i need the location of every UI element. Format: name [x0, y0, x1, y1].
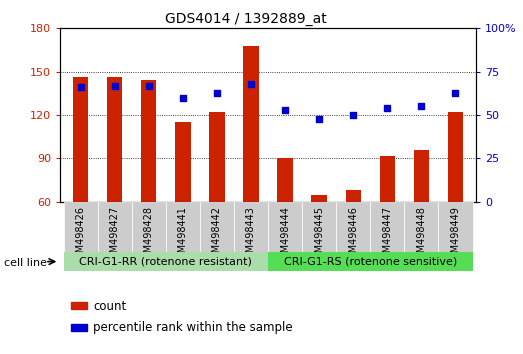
- Text: GDS4014 / 1392889_at: GDS4014 / 1392889_at: [165, 12, 327, 27]
- Point: [76, 85, 85, 90]
- Bar: [243, 46, 259, 202]
- Text: GSM498441: GSM498441: [178, 206, 188, 265]
- Bar: [73, 78, 88, 202]
- Bar: [268, 202, 302, 253]
- Bar: [438, 202, 472, 253]
- Point: [281, 107, 289, 113]
- Text: CRI-G1-RS (rotenone sensitive): CRI-G1-RS (rotenone sensitive): [283, 257, 457, 267]
- Bar: [414, 150, 429, 202]
- Text: GSM498449: GSM498449: [450, 206, 460, 265]
- Bar: [71, 324, 87, 331]
- Bar: [302, 202, 336, 253]
- Point: [417, 103, 426, 109]
- Bar: [346, 190, 361, 202]
- Bar: [64, 202, 98, 253]
- Bar: [277, 159, 293, 202]
- Text: GSM498444: GSM498444: [280, 206, 290, 265]
- Point: [213, 90, 221, 95]
- Bar: [64, 252, 268, 271]
- Text: CRI-G1-RR (rotenone resistant): CRI-G1-RR (rotenone resistant): [79, 257, 252, 267]
- Bar: [336, 202, 370, 253]
- Bar: [380, 155, 395, 202]
- Text: GSM498426: GSM498426: [76, 206, 86, 265]
- Bar: [107, 78, 122, 202]
- Bar: [200, 202, 234, 253]
- Bar: [312, 195, 327, 202]
- Bar: [404, 202, 438, 253]
- Bar: [370, 202, 404, 253]
- Point: [349, 112, 357, 118]
- Point: [179, 95, 187, 101]
- Text: GSM498443: GSM498443: [246, 206, 256, 265]
- Bar: [234, 202, 268, 253]
- Point: [247, 81, 255, 87]
- Text: count: count: [94, 299, 127, 313]
- Text: GSM498445: GSM498445: [314, 206, 324, 265]
- Bar: [448, 112, 463, 202]
- Point: [451, 90, 460, 95]
- Bar: [166, 202, 200, 253]
- Point: [315, 116, 323, 121]
- Bar: [209, 112, 224, 202]
- Bar: [71, 302, 87, 309]
- Bar: [132, 202, 166, 253]
- Text: GSM498448: GSM498448: [416, 206, 426, 265]
- Text: GSM498442: GSM498442: [212, 206, 222, 265]
- Text: GSM498446: GSM498446: [348, 206, 358, 265]
- Text: cell line: cell line: [4, 258, 47, 268]
- Bar: [141, 80, 156, 202]
- Point: [383, 105, 392, 111]
- Text: GSM498427: GSM498427: [110, 206, 120, 265]
- Text: percentile rank within the sample: percentile rank within the sample: [94, 321, 293, 335]
- Text: GSM498428: GSM498428: [144, 206, 154, 265]
- Bar: [175, 122, 190, 202]
- Bar: [98, 202, 132, 253]
- Bar: [268, 252, 472, 271]
- Text: GSM498447: GSM498447: [382, 206, 392, 265]
- Point: [144, 83, 153, 88]
- Point: [110, 83, 119, 88]
